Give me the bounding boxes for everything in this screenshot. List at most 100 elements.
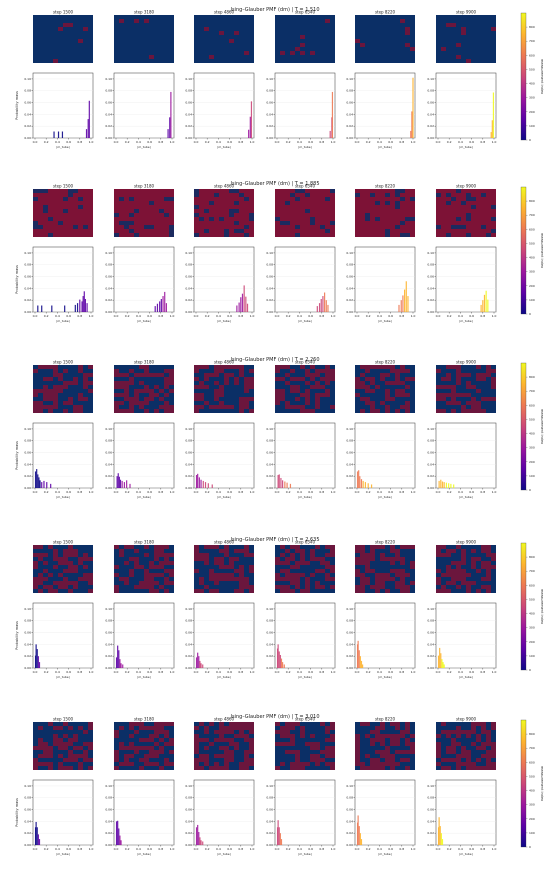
lattice-cell <box>461 762 466 766</box>
lattice-cell <box>249 565 254 569</box>
y-tick-label: 0.04 <box>24 112 31 116</box>
x-tick-label: 0.4 <box>458 670 463 674</box>
hist-bar <box>204 482 207 488</box>
hist-bar <box>286 482 288 488</box>
lattice-cell <box>320 393 325 397</box>
y-tick-label: 0.04 <box>427 286 434 290</box>
lattice-cell <box>451 746 456 750</box>
y-tick-label: 0.04 <box>346 462 353 466</box>
lattice-cell <box>385 389 390 393</box>
lattice-cell <box>471 581 476 585</box>
x-tick-label: 0.0 <box>275 490 280 494</box>
lattice-cell <box>63 401 68 405</box>
lattice-cell <box>446 23 451 27</box>
lattice-cell <box>149 581 154 585</box>
lattice-cell <box>149 393 154 397</box>
histogram: 0.000.020.040.060.080.100.0 0.2 0.4 0.6 0.8 1… <box>346 422 415 499</box>
x-tick-label: 0.2 <box>447 490 452 494</box>
x-tick-label: 1.0 <box>170 847 175 851</box>
x-tick-label: 0.4 <box>458 847 463 851</box>
lattice-cell <box>446 365 451 369</box>
lattice-cell <box>129 545 134 549</box>
lattice-cell <box>486 397 491 401</box>
lattice-cell <box>164 377 169 381</box>
step-title: step 8220 <box>375 540 396 545</box>
lattice-cell <box>355 549 360 553</box>
lattice-cell <box>129 369 134 373</box>
lattice-cell <box>209 742 214 746</box>
y-tick-label: 0.06 <box>346 631 353 635</box>
x-axis-label: |m_tube| <box>137 852 150 856</box>
lattice-cell <box>33 762 38 766</box>
lattice-cell <box>300 365 305 369</box>
lattice-cell <box>129 754 134 758</box>
lattice-cell <box>144 762 149 766</box>
lattice-cell <box>229 565 234 569</box>
hist-bar <box>402 295 404 312</box>
lattice-cell <box>204 746 209 750</box>
lattice-cell <box>380 573 385 577</box>
lattice-cell <box>315 762 320 766</box>
lattice-cell <box>53 373 58 377</box>
hist-frame <box>32 72 94 139</box>
lattice-cell <box>53 557 58 561</box>
lattice-snapshot <box>436 15 496 63</box>
lattice-cell <box>325 389 330 393</box>
lattice-cell <box>320 585 325 589</box>
lattice-cell <box>330 734 335 738</box>
lattice-cell <box>43 189 48 193</box>
colorbar-tick-label: 200 <box>529 110 535 114</box>
lattice-cell <box>58 742 63 746</box>
lattice-cell <box>385 193 390 197</box>
lattice-cell <box>244 722 249 726</box>
lattice-cell <box>405 369 410 373</box>
hist-bar <box>325 300 327 312</box>
lattice-cell <box>280 742 285 746</box>
y-tick-label: 0.06 <box>427 808 434 812</box>
lattice-cell <box>164 409 169 413</box>
lattice-cell <box>360 762 365 766</box>
colorbar-tick-label: 700 <box>529 569 535 573</box>
lattice-cell <box>119 409 124 413</box>
x-tick-label: 0.8 <box>77 490 82 494</box>
lattice-cell <box>114 381 119 385</box>
hist-bar <box>437 655 440 668</box>
hist-bar <box>159 301 161 312</box>
lattice-cell <box>390 766 395 770</box>
lattice-cell <box>275 377 280 381</box>
lattice-cell <box>385 557 390 561</box>
lattice-cell <box>395 193 400 197</box>
lattice-cell <box>124 561 129 565</box>
lattice-cell <box>300 189 305 193</box>
lattice-cell <box>365 754 370 758</box>
lattice-cell <box>390 561 395 565</box>
lattice-cell <box>280 577 285 581</box>
lattice-cell <box>491 746 496 750</box>
x-axis-label: |m_tube| <box>459 852 472 856</box>
lattice-cell <box>305 589 310 593</box>
lattice-cell <box>214 397 219 401</box>
lattice-cell <box>476 746 481 750</box>
lattice-cell <box>119 373 124 377</box>
hist-bar <box>200 479 202 488</box>
lattice-cell <box>219 557 224 561</box>
hist-frame <box>193 779 255 846</box>
y-tick-label: 0.00 <box>346 136 353 140</box>
lattice-cell <box>199 577 204 581</box>
lattice-cell <box>164 722 169 726</box>
lattice-cell <box>68 766 73 770</box>
lattice-cell <box>486 738 491 742</box>
lattice-cell <box>224 549 229 553</box>
lattice-cell <box>214 577 219 581</box>
lattice-cell <box>481 730 486 734</box>
lattice-cell <box>436 393 441 397</box>
hist-bar <box>412 77 414 138</box>
lattice-cell <box>385 734 390 738</box>
x-tick-label: 1.0 <box>411 314 416 318</box>
lattice-cell <box>48 377 53 381</box>
y-tick-label: 0.04 <box>346 112 353 116</box>
lattice-cell <box>456 43 461 47</box>
lattice-cell <box>436 225 441 229</box>
